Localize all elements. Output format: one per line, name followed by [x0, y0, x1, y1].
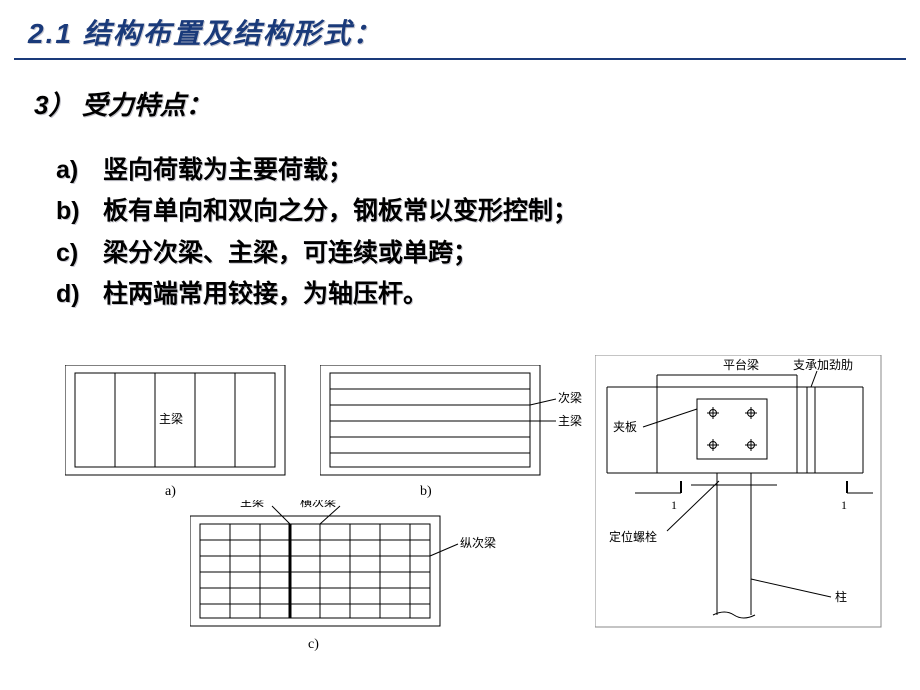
bullet-a: a) 竖向荷载为主要荷载；	[56, 150, 578, 191]
label-main-beam: 主梁	[159, 411, 183, 426]
bullet-c: c) 梁分次梁、主梁，可连续或单跨；	[56, 233, 578, 274]
section-mark-left: 1	[671, 498, 677, 512]
diagram-detail: 夹板 平台梁 支承加劲肋 1 1 定位螺栓 柱	[595, 355, 885, 645]
label-splice-plate: 夹板	[613, 420, 637, 434]
diagram-b: 次梁 主梁 b)	[320, 365, 610, 505]
bullet-text: 柱两端常用铰接，为轴压杆。	[103, 280, 428, 308]
diagram-area: 主梁 a) 次梁 主梁 b) 主梁 横次梁	[65, 365, 875, 660]
bullet-list: a) 竖向荷载为主要荷载； b) 板有单向和双向之分，钢板常以变形控制； c) …	[56, 150, 578, 315]
subheader-title: 受力特点：	[82, 90, 212, 120]
caption-b: b)	[420, 484, 432, 499]
label-platform-beam: 平台梁	[723, 357, 759, 372]
caption-a: a)	[165, 484, 176, 499]
label-secondary-beam: 次梁	[558, 390, 582, 405]
label-column: 柱	[835, 589, 847, 604]
bullet-d: d) 柱两端常用铰接，为轴压杆。	[56, 274, 578, 315]
section-header: 2.1 结构布置及结构形式：	[28, 12, 383, 52]
header-rule	[14, 58, 906, 60]
bullet-text: 竖向荷载为主要荷载；	[103, 156, 353, 184]
bullet-text: 梁分次梁、主梁，可连续或单跨；	[103, 239, 478, 267]
diagram-a: 主梁 a)	[65, 365, 305, 505]
bullet-label: d)	[56, 274, 96, 315]
label-h-secondary: 横次梁	[300, 500, 336, 509]
label-stiffener: 支承加劲肋	[793, 357, 853, 372]
label-locating-bolt: 定位螺栓	[609, 529, 657, 544]
section-title: 结构布置及结构形式：	[83, 18, 383, 49]
section-number: 2.1	[28, 18, 73, 49]
bullet-label: a)	[56, 150, 96, 191]
diagram-c: 主梁 横次梁 纵次梁 c)	[190, 500, 520, 660]
bullet-text: 板有单向和双向之分，钢板常以变形控制；	[103, 197, 578, 225]
bullet-b: b) 板有单向和双向之分，钢板常以变形控制；	[56, 191, 578, 232]
label-main-beam: 主梁	[558, 413, 582, 428]
subheader-number: 3）	[34, 90, 74, 120]
bullet-label: b)	[56, 191, 96, 232]
label-main-beam: 主梁	[240, 500, 264, 509]
bullet-label: c)	[56, 233, 96, 274]
subheader: 3） 受力特点：	[34, 85, 212, 122]
caption-c: c)	[308, 637, 319, 652]
section-mark-right: 1	[841, 498, 847, 512]
label-v-secondary: 纵次梁	[460, 535, 496, 550]
